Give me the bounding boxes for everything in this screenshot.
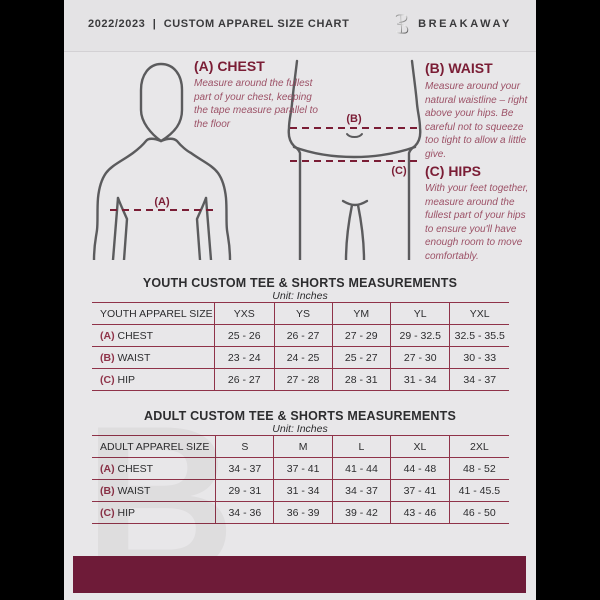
svg-text:(A): (A): [154, 196, 170, 208]
svg-text:(C): (C): [391, 165, 407, 177]
svg-text:(B): (B): [346, 113, 362, 125]
